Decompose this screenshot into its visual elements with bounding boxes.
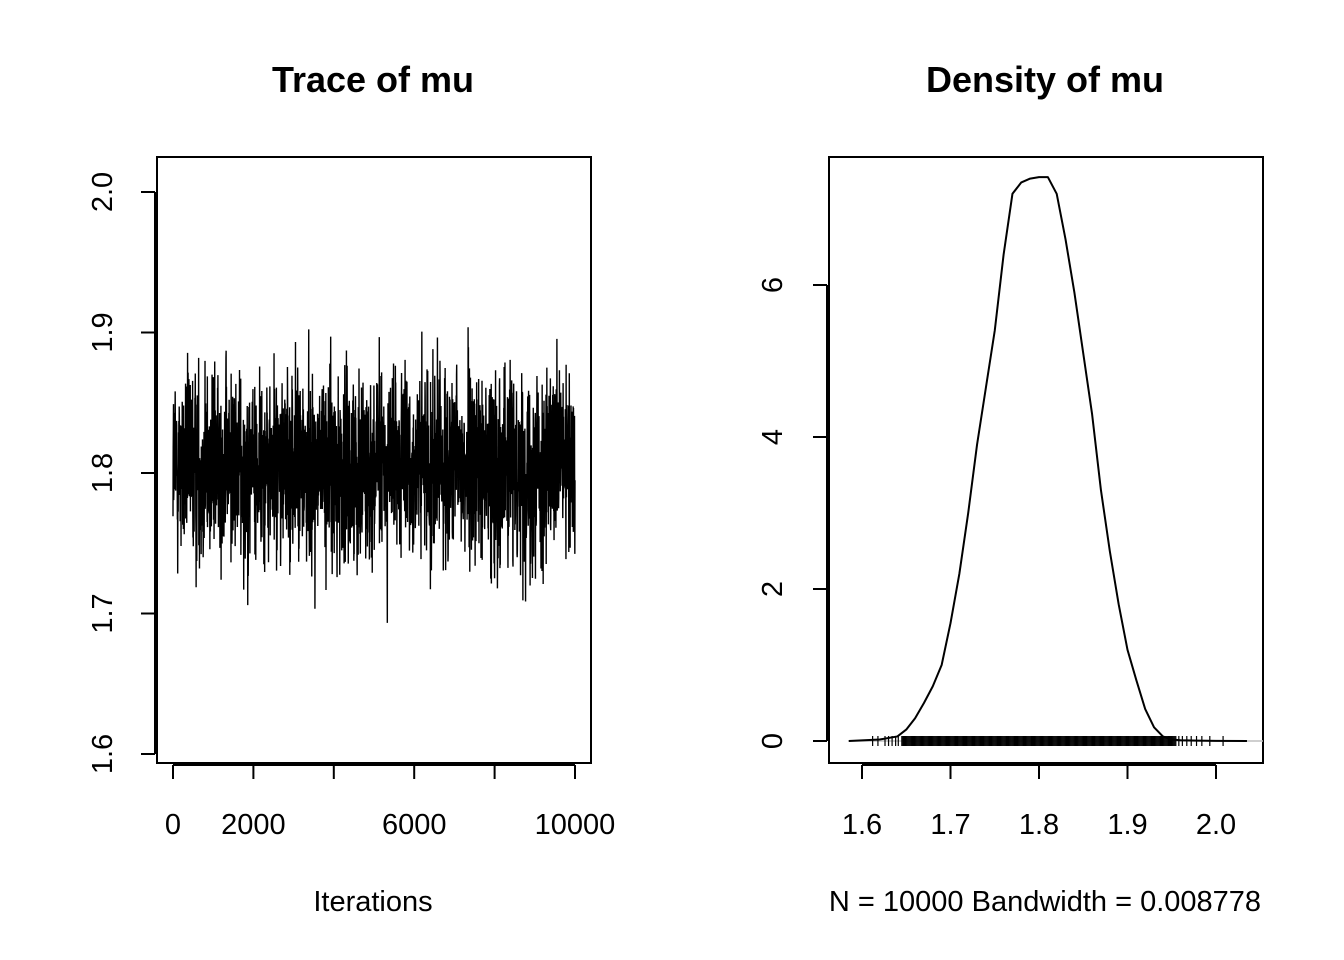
trace-x-axis: 0 2000 6000 10000 xyxy=(165,764,616,841)
density-curve xyxy=(848,176,1247,742)
density-x-tick-label: 2.0 xyxy=(1196,809,1236,841)
trace-x-tick-label: 6000 xyxy=(382,809,447,841)
trace-y-tick-label: 1.9 xyxy=(87,312,119,352)
trace-plot-frame xyxy=(156,156,592,764)
trace-panel: Trace of mu 0 2000 6000 10000 1.6 1.7 1.8 1.9 2… xyxy=(87,59,615,918)
trace-x-tick-label: 10000 xyxy=(535,809,616,841)
trace-y-tick-label: 1.8 xyxy=(87,453,119,493)
density-x-axis-title: N = 10000 Bandwidth = 0.008778 xyxy=(829,886,1261,918)
density-panel: Density of mu 1.6 1.7 1.8 1.9 2.0 0 2 4 6 N = 1… xyxy=(757,59,1264,918)
trace-title: Trace of mu xyxy=(272,59,474,100)
trace-x-axis-title: Iterations xyxy=(313,886,432,918)
trace-x-tick-label: 2000 xyxy=(221,809,286,841)
density-y-axis: 0 2 4 6 xyxy=(757,277,828,749)
density-rug xyxy=(872,736,1224,746)
density-y-tick-label: 0 xyxy=(757,733,789,749)
density-x-tick-label: 1.6 xyxy=(842,809,882,841)
density-y-tick-label: 2 xyxy=(757,581,789,597)
density-x-axis: 1.6 1.7 1.8 1.9 2.0 xyxy=(842,764,1236,841)
density-x-tick-label: 1.8 xyxy=(1019,809,1059,841)
density-x-tick-label: 1.7 xyxy=(930,809,970,841)
density-x-tick-label: 1.9 xyxy=(1107,809,1147,841)
trace-line xyxy=(172,327,576,623)
trace-series xyxy=(172,327,576,623)
density-y-tick-label: 4 xyxy=(757,429,789,445)
trace-y-tick-label: 2.0 xyxy=(87,172,119,212)
density-series xyxy=(848,176,1247,742)
density-y-tick-label: 6 xyxy=(757,277,789,293)
trace-y-tick-label: 1.6 xyxy=(87,734,119,774)
density-title: Density of mu xyxy=(926,59,1164,100)
trace-y-axis: 1.6 1.7 1.8 1.9 2.0 xyxy=(87,172,156,774)
density-plot-frame xyxy=(828,156,1264,764)
trace-y-tick-label: 1.7 xyxy=(87,593,119,633)
trace-x-tick-label: 0 xyxy=(165,809,181,841)
